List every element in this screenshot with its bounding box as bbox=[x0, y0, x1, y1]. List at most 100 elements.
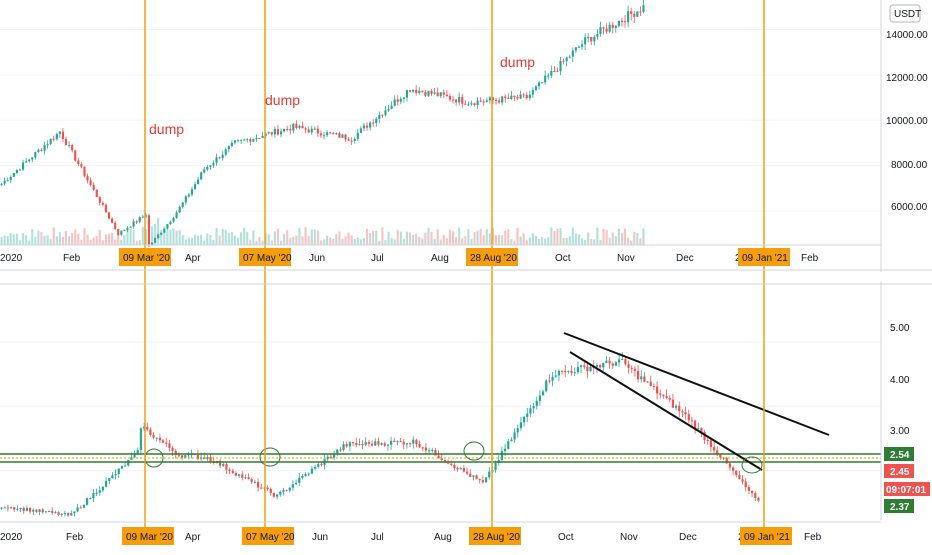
candle-body bbox=[522, 94, 525, 96]
candle-body bbox=[367, 442, 371, 444]
candle-body bbox=[630, 11, 633, 14]
volume-bar bbox=[445, 238, 448, 245]
candle-body bbox=[364, 442, 367, 445]
candle-body bbox=[359, 128, 362, 133]
volume-bar bbox=[584, 239, 587, 245]
candle-body bbox=[82, 504, 86, 508]
volume-bar bbox=[252, 230, 255, 245]
candle-body bbox=[568, 56, 571, 58]
volume-bar bbox=[46, 235, 49, 245]
candle-body bbox=[450, 463, 453, 465]
volume-bar bbox=[458, 227, 461, 245]
candle-body bbox=[482, 101, 485, 103]
volume-bar bbox=[433, 238, 436, 245]
candle-body bbox=[455, 99, 458, 103]
candle-body bbox=[341, 134, 344, 138]
candle-body bbox=[408, 90, 412, 92]
unit-badge-box[interactable] bbox=[889, 4, 921, 23]
candle-body bbox=[646, 381, 649, 383]
candle-body bbox=[253, 481, 257, 483]
candle-body bbox=[513, 432, 516, 440]
candle-body bbox=[655, 386, 659, 394]
candle-body bbox=[687, 414, 690, 421]
candle-body bbox=[481, 480, 485, 483]
candle-body bbox=[95, 189, 98, 198]
y-tick-label: 3.00 bbox=[890, 426, 910, 437]
volume-bar bbox=[362, 238, 366, 245]
candle-body bbox=[443, 459, 447, 463]
candle-body bbox=[12, 173, 15, 177]
volume-bar bbox=[80, 239, 83, 245]
candle-body bbox=[316, 128, 319, 134]
volume-bar bbox=[246, 232, 249, 245]
volume-bar bbox=[34, 237, 37, 245]
candle-body bbox=[101, 486, 105, 491]
candle-body bbox=[0, 183, 3, 185]
volume-bar bbox=[623, 228, 627, 245]
top-panel-candles bbox=[0, 0, 645, 248]
volume-bar bbox=[633, 231, 636, 245]
candle-body bbox=[92, 185, 95, 190]
candle-body bbox=[501, 96, 504, 103]
candle-body bbox=[237, 474, 241, 476]
candle-body bbox=[215, 157, 218, 163]
candle-body bbox=[163, 228, 166, 233]
event-label: 09 Mar '20 bbox=[126, 532, 173, 543]
volume-bar bbox=[193, 234, 197, 245]
volume-bar bbox=[258, 236, 261, 245]
volume-bar bbox=[516, 227, 519, 245]
event-labels-bottom: 09 Mar '20 07 May '20 28 Aug '20 09 Jan … bbox=[122, 527, 792, 545]
dump-annotation: dump bbox=[265, 92, 300, 108]
volume-bar bbox=[313, 229, 316, 245]
candle-body bbox=[9, 507, 13, 509]
volume-bar bbox=[590, 239, 593, 245]
event-label: 09 Jan '21 bbox=[744, 532, 790, 543]
event-labels-top: 09 Mar '20 07 May '20 28 Aug '20 09 Jan … bbox=[119, 248, 790, 266]
volume-bar bbox=[473, 232, 476, 245]
candle-body bbox=[28, 507, 32, 512]
candle-body bbox=[114, 474, 117, 476]
y-tick-label: 14000.00 bbox=[886, 30, 928, 41]
candle-body bbox=[313, 128, 316, 130]
volume-bar bbox=[25, 235, 28, 245]
candle-body bbox=[3, 180, 6, 184]
candle-body bbox=[157, 234, 160, 238]
volume-bar bbox=[408, 232, 412, 245]
candle-body bbox=[602, 362, 605, 368]
volume-bar bbox=[630, 240, 633, 245]
price-badge-bg bbox=[884, 447, 914, 461]
candle-body bbox=[446, 462, 450, 464]
volume-bar bbox=[421, 238, 424, 245]
event-label: 07 May '20 bbox=[246, 532, 295, 543]
volume-bar bbox=[498, 234, 501, 245]
candle-body bbox=[380, 443, 383, 445]
candle-body bbox=[224, 149, 227, 155]
candle-body bbox=[614, 362, 618, 366]
candle-body bbox=[107, 212, 111, 219]
candle-body bbox=[286, 128, 289, 130]
volume-bar bbox=[298, 228, 301, 245]
candle-body bbox=[147, 215, 151, 246]
candle-body bbox=[123, 465, 127, 467]
candle-body bbox=[283, 128, 286, 132]
volume-bar bbox=[129, 229, 132, 245]
month-label: Oct bbox=[558, 532, 574, 543]
candle-body bbox=[114, 222, 117, 229]
candle-body bbox=[138, 217, 141, 222]
candle-body bbox=[98, 490, 101, 493]
unit-badge: USDT bbox=[894, 9, 921, 20]
candle-body bbox=[227, 146, 230, 150]
month-label: Feb bbox=[801, 253, 819, 264]
candle-body bbox=[595, 365, 599, 368]
candle-body bbox=[528, 94, 531, 99]
volume-bar bbox=[117, 234, 120, 245]
candle-body bbox=[570, 370, 573, 374]
candle-body bbox=[498, 100, 501, 103]
candle-body bbox=[544, 75, 547, 83]
volume-bar bbox=[534, 235, 538, 245]
candle-body bbox=[54, 512, 57, 514]
volume-bar bbox=[580, 238, 584, 245]
month-label: Jul bbox=[371, 532, 384, 543]
candle-body bbox=[19, 507, 22, 509]
candle-body bbox=[369, 122, 372, 128]
